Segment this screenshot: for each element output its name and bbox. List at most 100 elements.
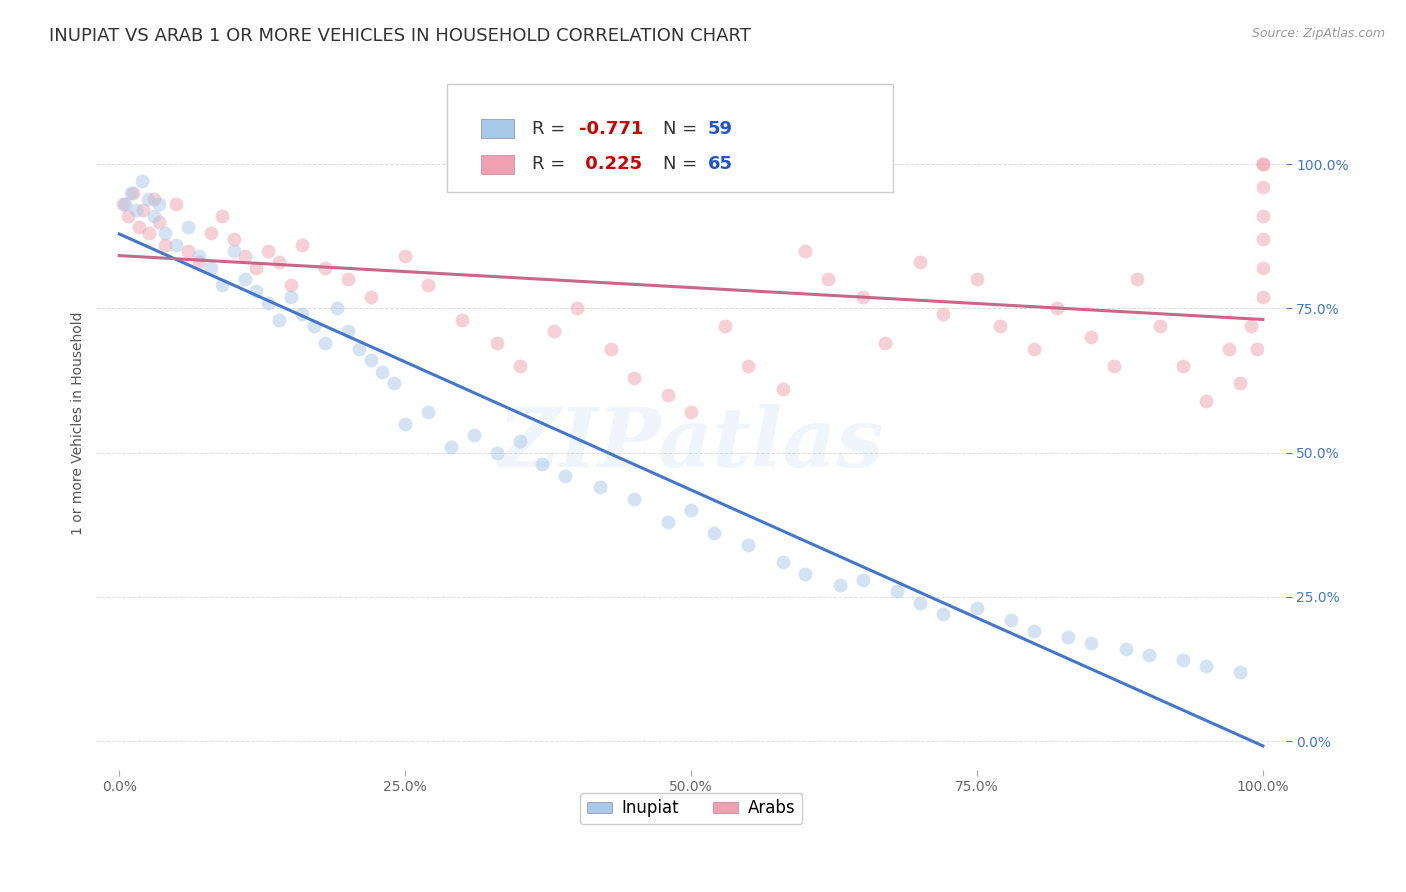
Point: [382, 376, 405, 391]
Point: [131, 174, 153, 188]
Point: [1251, 180, 1274, 194]
Point: [233, 249, 256, 263]
FancyBboxPatch shape: [481, 154, 513, 174]
Point: [148, 197, 170, 211]
Point: [1137, 648, 1160, 662]
Point: [142, 192, 165, 206]
Text: 0.225: 0.225: [579, 155, 643, 173]
Point: [111, 197, 134, 211]
Point: [245, 260, 267, 275]
Text: R =: R =: [531, 155, 571, 173]
Point: [416, 278, 439, 293]
Point: [233, 272, 256, 286]
Point: [222, 232, 245, 246]
Point: [177, 244, 200, 258]
Point: [485, 335, 508, 350]
Point: [394, 417, 416, 431]
Point: [1057, 630, 1080, 644]
Point: [177, 220, 200, 235]
Point: [886, 584, 908, 599]
Point: [875, 335, 897, 350]
Point: [325, 301, 347, 316]
Point: [908, 596, 931, 610]
Point: [188, 249, 211, 263]
Point: [336, 272, 359, 286]
Point: [714, 318, 737, 333]
Point: [291, 307, 314, 321]
Y-axis label: 1 or more Vehicles in Household: 1 or more Vehicles in Household: [72, 312, 86, 535]
Point: [1102, 359, 1125, 373]
Point: [148, 215, 170, 229]
Point: [117, 209, 139, 223]
Point: [1251, 209, 1274, 223]
Point: [222, 244, 245, 258]
Point: [153, 237, 176, 252]
Text: 65: 65: [707, 155, 733, 173]
Point: [1251, 290, 1274, 304]
Point: [314, 260, 336, 275]
Point: [125, 203, 148, 218]
Point: [588, 480, 610, 494]
Point: [772, 382, 794, 396]
Text: 59: 59: [707, 120, 733, 137]
Point: [508, 359, 530, 373]
Point: [1149, 318, 1171, 333]
Point: [1126, 272, 1149, 286]
Point: [1171, 359, 1194, 373]
Point: [136, 192, 159, 206]
Point: [1251, 260, 1274, 275]
Point: [1246, 342, 1268, 356]
Point: [657, 515, 679, 529]
Point: [485, 445, 508, 459]
Point: [416, 405, 439, 419]
Point: [817, 272, 839, 286]
Point: [852, 290, 875, 304]
Point: [531, 457, 554, 471]
Point: [314, 335, 336, 350]
Point: [681, 503, 703, 517]
Point: [737, 359, 759, 373]
Point: [508, 434, 530, 448]
Point: [440, 440, 463, 454]
Point: [1080, 330, 1102, 344]
Text: N =: N =: [662, 155, 703, 173]
Text: R =: R =: [531, 120, 571, 137]
Point: [132, 203, 155, 218]
Point: [1080, 636, 1102, 650]
Point: [966, 272, 988, 286]
Point: [142, 209, 165, 223]
Text: ZIPatlas: ZIPatlas: [498, 404, 884, 484]
Point: [828, 578, 851, 592]
Point: [931, 307, 953, 321]
Point: [188, 255, 211, 269]
FancyBboxPatch shape: [447, 85, 893, 192]
Point: [554, 468, 576, 483]
Point: [794, 244, 817, 258]
Point: [451, 313, 474, 327]
Point: [1171, 653, 1194, 667]
Point: [360, 290, 382, 304]
Point: [623, 370, 645, 384]
Point: [257, 295, 280, 310]
Point: [600, 342, 623, 356]
Point: [1251, 157, 1274, 171]
Point: [852, 573, 875, 587]
Point: [122, 186, 145, 200]
Point: [657, 388, 679, 402]
Point: [623, 491, 645, 506]
Point: [394, 249, 416, 263]
Point: [336, 324, 359, 338]
Point: [966, 601, 988, 615]
Text: Source: ZipAtlas.com: Source: ZipAtlas.com: [1251, 27, 1385, 40]
Point: [302, 318, 325, 333]
Point: [120, 186, 142, 200]
Point: [737, 538, 759, 552]
Point: [1195, 659, 1218, 673]
Point: [138, 227, 160, 241]
Point: [165, 237, 187, 252]
Point: [1240, 318, 1263, 333]
Point: [1024, 624, 1046, 639]
Point: [1195, 393, 1218, 408]
Point: [1046, 301, 1069, 316]
Point: [360, 353, 382, 368]
